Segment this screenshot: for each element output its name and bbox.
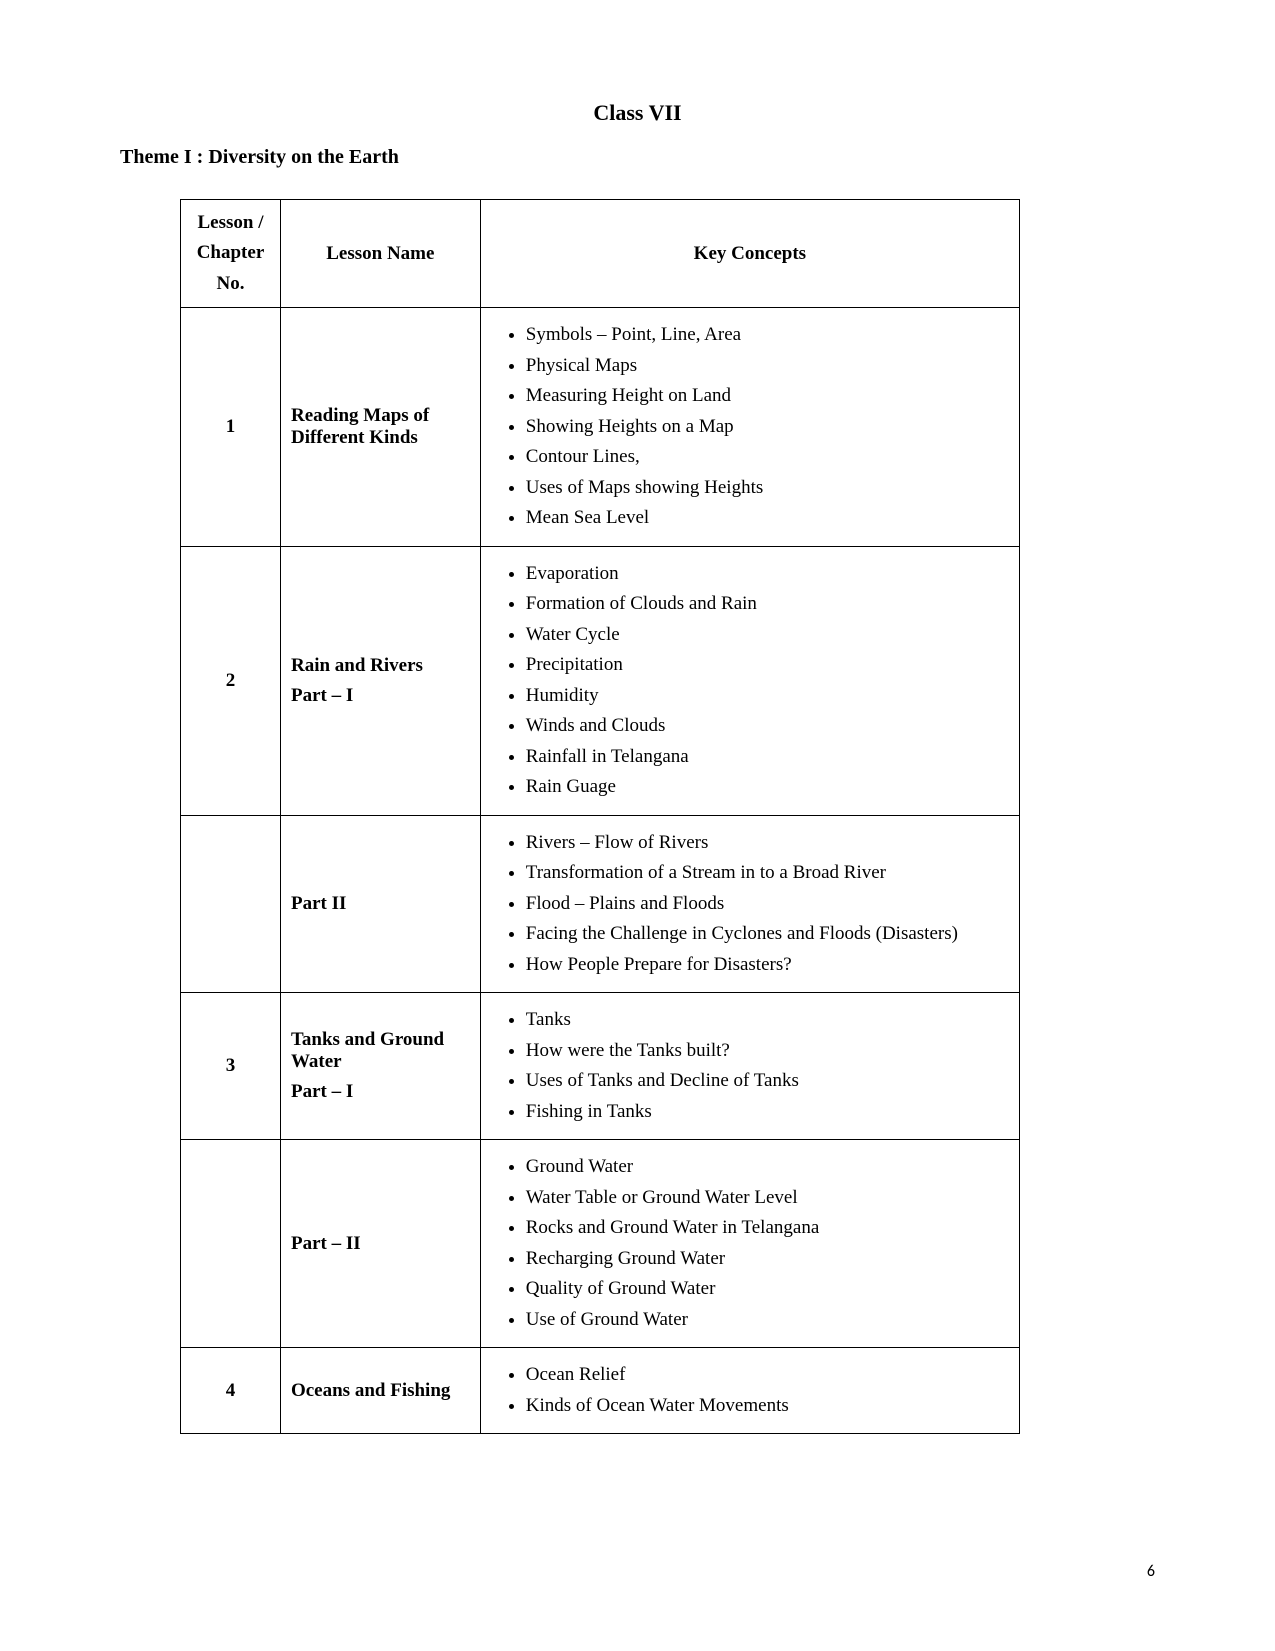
concept-item: Rain Guage	[526, 772, 1009, 803]
cell-lesson: Reading Maps of Different Kinds	[280, 308, 480, 547]
concepts-list: Rivers – Flow of RiversTransformation of…	[491, 828, 1009, 981]
table-row: Part – IIGround WaterWater Table or Grou…	[181, 1140, 1020, 1348]
table-row: 4Oceans and FishingOcean ReliefKinds of …	[181, 1348, 1020, 1434]
cell-concepts: Ground WaterWater Table or Ground Water …	[480, 1140, 1019, 1348]
table-row: Part IIRivers – Flow of RiversTransforma…	[181, 815, 1020, 993]
table-header-row: Lesson / Chapter No. Lesson Name Key Con…	[181, 200, 1020, 308]
cell-lesson: Part – II	[280, 1140, 480, 1348]
curriculum-table: Lesson / Chapter No. Lesson Name Key Con…	[180, 199, 1020, 1434]
page-title: Class VII	[120, 100, 1155, 126]
concept-item: Kinds of Ocean Water Movements	[526, 1391, 1009, 1422]
concept-item: Winds and Clouds	[526, 711, 1009, 742]
concept-item: How were the Tanks built?	[526, 1036, 1009, 1067]
concept-item: Ground Water	[526, 1152, 1009, 1183]
table-row: 2Rain and RiversPart – IEvaporationForma…	[181, 546, 1020, 815]
concept-item: How People Prepare for Disasters?	[526, 950, 1009, 981]
concepts-list: Symbols – Point, Line, AreaPhysical Maps…	[491, 320, 1009, 534]
cell-concepts: Ocean ReliefKinds of Ocean Water Movemen…	[480, 1348, 1019, 1434]
concept-item: Water Cycle	[526, 620, 1009, 651]
concept-item: Uses of Tanks and Decline of Tanks	[526, 1066, 1009, 1097]
concept-item: Fishing in Tanks	[526, 1097, 1009, 1128]
cell-chapter: 4	[181, 1348, 281, 1434]
concepts-list: TanksHow were the Tanks built?Uses of Ta…	[491, 1005, 1009, 1127]
concept-item: Flood – Plains and Floods	[526, 889, 1009, 920]
table-row: 1Reading Maps of Different KindsSymbols …	[181, 308, 1020, 547]
concept-item: Formation of Clouds and Rain	[526, 589, 1009, 620]
concepts-list: EvaporationFormation of Clouds and RainW…	[491, 559, 1009, 803]
concept-item: Facing the Challenge in Cyclones and Flo…	[526, 919, 1009, 950]
cell-lesson: Tanks and Ground WaterPart – I	[280, 993, 480, 1140]
concept-item: Mean Sea Level	[526, 503, 1009, 534]
concepts-list: Ground WaterWater Table or Ground Water …	[491, 1152, 1009, 1335]
concept-item: Water Table or Ground Water Level	[526, 1183, 1009, 1214]
concept-item: Quality of Ground Water	[526, 1274, 1009, 1305]
cell-chapter	[181, 1140, 281, 1348]
concept-item: Rocks and Ground Water in Telangana	[526, 1213, 1009, 1244]
cell-chapter: 1	[181, 308, 281, 547]
header-concepts: Key Concepts	[480, 200, 1019, 308]
cell-chapter	[181, 815, 281, 993]
table-row: 3Tanks and Ground WaterPart – ITanksHow …	[181, 993, 1020, 1140]
concepts-list: Ocean ReliefKinds of Ocean Water Movemen…	[491, 1360, 1009, 1421]
concept-item: Contour Lines,	[526, 442, 1009, 473]
cell-lesson: Rain and RiversPart – I	[280, 546, 480, 815]
cell-concepts: TanksHow were the Tanks built?Uses of Ta…	[480, 993, 1019, 1140]
cell-chapter: 2	[181, 546, 281, 815]
cell-lesson: Oceans and Fishing	[280, 1348, 480, 1434]
concept-item: Rivers – Flow of Rivers	[526, 828, 1009, 859]
cell-chapter: 3	[181, 993, 281, 1140]
cell-concepts: Rivers – Flow of RiversTransformation of…	[480, 815, 1019, 993]
concept-item: Humidity	[526, 681, 1009, 712]
concept-item: Symbols – Point, Line, Area	[526, 320, 1009, 351]
concept-item: Precipitation	[526, 650, 1009, 681]
concept-item: Use of Ground Water	[526, 1305, 1009, 1336]
concept-item: Ocean Relief	[526, 1360, 1009, 1391]
concept-item: Uses of Maps showing Heights	[526, 473, 1009, 504]
header-lesson: Lesson Name	[280, 200, 480, 308]
page-number: 6	[1147, 1562, 1155, 1581]
theme-heading: Theme I : Diversity on the Earth	[120, 146, 1155, 169]
concept-item: Physical Maps	[526, 351, 1009, 382]
header-chapter: Lesson / Chapter No.	[181, 200, 281, 308]
concept-item: Rainfall in Telangana	[526, 742, 1009, 773]
concept-item: Measuring Height on Land	[526, 381, 1009, 412]
cell-concepts: Symbols – Point, Line, AreaPhysical Maps…	[480, 308, 1019, 547]
concept-item: Evaporation	[526, 559, 1009, 590]
concept-item: Tanks	[526, 1005, 1009, 1036]
cell-concepts: EvaporationFormation of Clouds and RainW…	[480, 546, 1019, 815]
concept-item: Showing Heights on a Map	[526, 412, 1009, 443]
concept-item: Recharging Ground Water	[526, 1244, 1009, 1275]
cell-lesson: Part II	[280, 815, 480, 993]
concept-item: Transformation of a Stream in to a Broad…	[526, 858, 1009, 889]
